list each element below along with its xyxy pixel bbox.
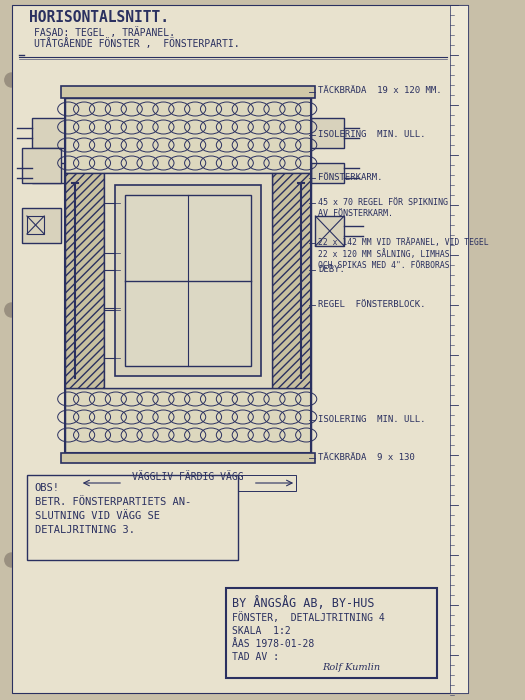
Text: REGEL  FÖNSTERBLOCK.: REGEL FÖNSTERBLOCK. [318,300,426,309]
Text: DEBY.: DEBY. [318,265,345,274]
Text: FÖNSTERKARM.: FÖNSTERKARM. [318,173,383,182]
Text: FÖNSTER,  DETALJTRITNING 4: FÖNSTER, DETALJTRITNING 4 [232,612,384,623]
Text: TÄCKBRÄDA  19 x 120 MM.: TÄCKBRÄDA 19 x 120 MM. [318,86,442,95]
Bar [66,388,310,453]
Text: 45 x 70 REGEL FÖR SPIKNING
AV FÖNSTERKARM.: 45 x 70 REGEL FÖR SPIKNING AV FÖNSTERKAR… [318,198,448,218]
Circle shape [5,553,18,567]
Bar [22,148,60,183]
Text: SKALA  1:2: SKALA 1:2 [232,626,290,636]
Text: ÅAS 1978-01-28: ÅAS 1978-01-28 [232,639,314,649]
Bar [66,98,310,173]
Bar [27,216,44,234]
Bar [66,98,310,453]
Text: TÄCKBRÄDA  9 x 130: TÄCKBRÄDA 9 x 130 [318,453,415,462]
Text: TAD AV :: TAD AV : [232,652,279,662]
Bar [66,173,104,388]
Text: VÄGGLIV FÄRDIG VÄGG: VÄGGLIV FÄRDIG VÄGG [132,472,243,482]
Bar [32,163,66,183]
Bar [272,173,310,388]
Text: BY ÅNGSÅG AB, BY-HUS: BY ÅNGSÅG AB, BY-HUS [232,596,374,610]
Bar [27,475,238,560]
Bar [60,453,316,463]
Bar [450,5,468,693]
Text: UTÅTGÅENDE FÖNSTER ,  FÖNSTERPARTI.: UTÅTGÅENDE FÖNSTER , FÖNSTERPARTI. [34,38,239,49]
Bar [310,163,344,183]
Bar [32,118,66,148]
Bar [310,118,344,148]
Text: ISOLERING  MIN. ULL.: ISOLERING MIN. ULL. [318,415,426,424]
Text: 22 x 142 MM VID TRÄPANEL, VID TEGEL
22 x 120 MM SÅLNING, LIMHAS
OCH SPIKAS MED 4: 22 x 142 MM VID TRÄPANEL, VID TEGEL 22 x… [318,238,489,270]
Bar [125,195,251,366]
Circle shape [5,73,18,87]
Bar [60,86,316,98]
Bar [104,173,272,388]
Bar [80,475,296,491]
Bar [226,588,437,678]
Bar [116,185,260,376]
Bar [22,208,60,243]
Text: HORISONTALSNITT.: HORISONTALSNITT. [29,10,169,25]
Bar [316,216,344,246]
Text: Rolf Kumlin: Rolf Kumlin [322,663,380,672]
Text: ISOLERING  MIN. ULL.: ISOLERING MIN. ULL. [318,130,426,139]
Text: OBS!
BETR. FÖNSTERPARTIETS AN-
SLUTNING VID VÄGG SE
DETALJRITNING 3.: OBS! BETR. FÖNSTERPARTIETS AN- SLUTNING … [35,483,191,535]
Circle shape [5,303,18,317]
Text: FASAD: TEGEL , TRÄPANEL.: FASAD: TEGEL , TRÄPANEL. [34,27,175,38]
